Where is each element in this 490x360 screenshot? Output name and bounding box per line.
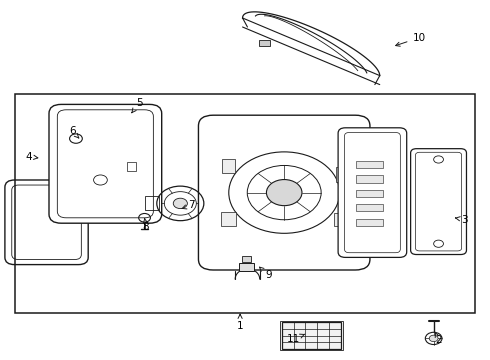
Bar	[242, 256, 251, 262]
Bar	[15, 94, 475, 313]
Bar	[356, 219, 383, 226]
FancyBboxPatch shape	[411, 149, 466, 255]
Text: 9: 9	[260, 267, 272, 280]
Circle shape	[267, 180, 302, 206]
Text: 8: 8	[143, 219, 149, 232]
Bar	[356, 161, 383, 168]
Bar	[356, 190, 383, 197]
Bar	[239, 263, 254, 271]
Text: 7: 7	[182, 200, 195, 210]
Bar	[282, 322, 341, 349]
Circle shape	[429, 335, 438, 342]
Bar	[220, 212, 236, 226]
Bar	[334, 213, 346, 225]
FancyBboxPatch shape	[49, 104, 162, 223]
Text: 5: 5	[132, 98, 143, 113]
Bar	[336, 167, 351, 182]
FancyBboxPatch shape	[338, 128, 407, 257]
Bar	[259, 40, 270, 46]
Bar	[356, 175, 383, 183]
Bar	[221, 159, 235, 173]
Bar	[145, 197, 159, 210]
Circle shape	[173, 198, 187, 208]
Text: 6: 6	[69, 126, 79, 138]
Text: 4: 4	[25, 152, 38, 162]
Text: 2: 2	[435, 332, 442, 345]
Text: 11: 11	[286, 334, 305, 344]
Bar	[356, 204, 383, 211]
Bar	[127, 162, 136, 171]
Bar	[280, 321, 343, 350]
Text: 10: 10	[395, 33, 425, 46]
Text: 3: 3	[456, 215, 468, 225]
Text: 1: 1	[237, 314, 244, 331]
FancyBboxPatch shape	[198, 115, 370, 270]
